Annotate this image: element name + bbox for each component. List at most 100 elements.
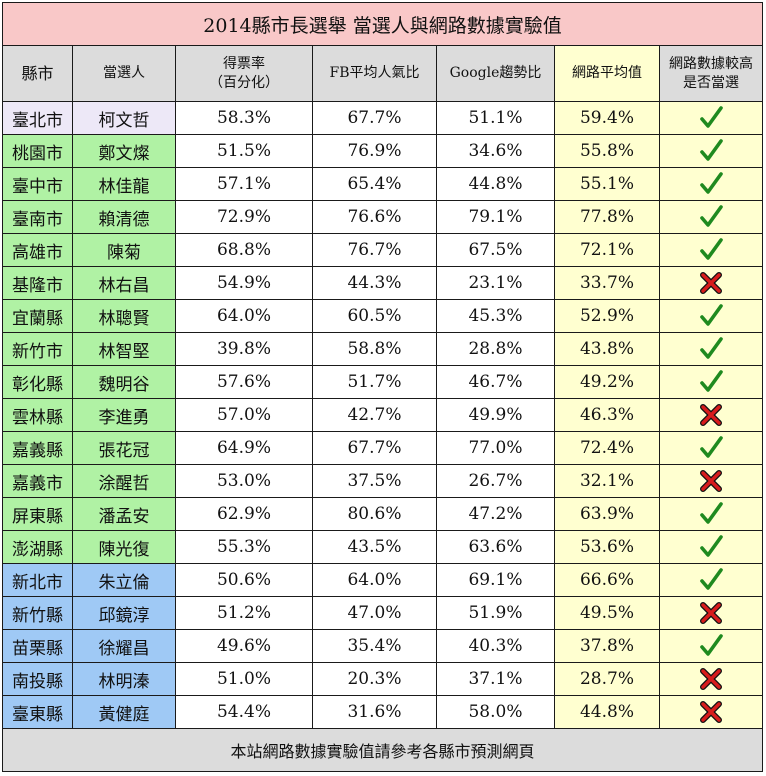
header-google: Google趨勢比 (436, 45, 555, 102)
elected-result-cell (659, 101, 763, 135)
google-ratio-cell: 23.1% (436, 266, 555, 300)
google-ratio-cell: 58.0% (436, 695, 555, 729)
check-mark-icon (660, 502, 762, 526)
elected-result-cell (659, 596, 763, 630)
candidate-cell: 涂醒哲 (72, 464, 176, 498)
candidate-cell: 林聰賢 (72, 299, 176, 333)
table-row: 彰化縣 魏明谷 57.6% 51.7% 46.7% 49.2% (2, 365, 763, 399)
county-cell: 臺南市 (2, 200, 73, 234)
county-cell: 澎湖縣 (2, 530, 73, 564)
elected-result-cell (659, 563, 763, 597)
google-ratio-cell: 51.1% (436, 101, 555, 135)
table-row: 屏東縣 潘孟安 62.9% 80.6% 47.2% 63.9% (2, 497, 763, 531)
fb-ratio-cell: 67.7% (312, 431, 437, 465)
county-cell: 新竹縣 (2, 596, 73, 630)
fb-ratio-cell: 47.0% (312, 596, 437, 630)
google-ratio-cell: 34.6% (436, 134, 555, 168)
fb-ratio-cell: 44.3% (312, 266, 437, 300)
vote-rate-cell: 51.0% (175, 662, 313, 696)
candidate-cell: 朱立倫 (72, 563, 176, 597)
table-row: 新竹縣 邱鏡淳 51.2% 47.0% 51.9% 49.5% (2, 596, 763, 630)
header-higher-line1: 網路數據較高 (669, 55, 753, 72)
elected-result-cell (659, 629, 763, 663)
elected-result-cell (659, 299, 763, 333)
google-ratio-cell: 51.9% (436, 596, 555, 630)
candidate-cell: 李進勇 (72, 398, 176, 432)
vote-rate-cell: 54.4% (175, 695, 313, 729)
google-ratio-cell: 69.1% (436, 563, 555, 597)
vote-rate-cell: 64.9% (175, 431, 313, 465)
county-cell: 屏東縣 (2, 497, 73, 531)
google-ratio-cell: 77.0% (436, 431, 555, 465)
county-cell: 新北市 (2, 563, 73, 597)
net-average-cell: 32.1% (554, 464, 660, 498)
check-mark-icon (660, 139, 762, 163)
elected-result-cell (659, 134, 763, 168)
fb-ratio-cell: 43.5% (312, 530, 437, 564)
google-ratio-cell: 28.8% (436, 332, 555, 366)
fb-ratio-cell: 31.6% (312, 695, 437, 729)
google-ratio-cell: 67.5% (436, 233, 555, 267)
county-cell: 嘉義市 (2, 464, 73, 498)
elected-result-cell (659, 200, 763, 234)
google-ratio-cell: 44.8% (436, 167, 555, 201)
elected-result-cell (659, 398, 763, 432)
table-row: 臺南市 賴清德 72.9% 76.6% 79.1% 77.8% (2, 200, 763, 234)
candidate-cell: 陳光復 (72, 530, 176, 564)
vote-rate-cell: 51.2% (175, 596, 313, 630)
county-cell: 臺東縣 (2, 695, 73, 729)
elected-result-cell (659, 431, 763, 465)
fb-ratio-cell: 76.9% (312, 134, 437, 168)
footer-note: 本站網路數據實驗值請參考各縣市預測網頁 (2, 728, 763, 772)
cross-mark-icon (660, 668, 762, 690)
county-cell: 臺中市 (2, 167, 73, 201)
table-row: 桃園市 鄭文燦 51.5% 76.9% 34.6% 55.8% (2, 134, 763, 168)
check-mark-icon (660, 568, 762, 592)
table-row: 嘉義縣 張花冠 64.9% 67.7% 77.0% 72.4% (2, 431, 763, 465)
vote-rate-cell: 57.1% (175, 167, 313, 201)
header-row: 縣市 當選人 得票率 （百分化） FB平均人氣比 Google趨勢比 網路平均值… (2, 45, 763, 102)
fb-ratio-cell: 65.4% (312, 167, 437, 201)
net-average-cell: 28.7% (554, 662, 660, 696)
cross-mark-icon (660, 470, 762, 492)
cross-mark-icon (660, 272, 762, 294)
county-cell: 雲林縣 (2, 398, 73, 432)
vote-rate-cell: 72.9% (175, 200, 313, 234)
county-cell: 南投縣 (2, 662, 73, 696)
candidate-cell: 林右昌 (72, 266, 176, 300)
county-cell: 基隆市 (2, 266, 73, 300)
vote-rate-cell: 49.6% (175, 629, 313, 663)
vote-rate-cell: 50.6% (175, 563, 313, 597)
candidate-cell: 張花冠 (72, 431, 176, 465)
cross-mark-icon (660, 404, 762, 426)
elected-result-cell (659, 167, 763, 201)
google-ratio-cell: 63.6% (436, 530, 555, 564)
candidate-cell: 徐耀昌 (72, 629, 176, 663)
table-row: 新竹市 林智堅 39.8% 58.8% 28.8% 43.8% (2, 332, 763, 366)
net-average-cell: 44.8% (554, 695, 660, 729)
vote-rate-cell: 39.8% (175, 332, 313, 366)
net-average-cell: 37.8% (554, 629, 660, 663)
county-cell: 臺北市 (2, 101, 73, 135)
elected-result-cell (659, 464, 763, 498)
google-ratio-cell: 45.3% (436, 299, 555, 333)
fb-ratio-cell: 67.7% (312, 101, 437, 135)
net-average-cell: 55.1% (554, 167, 660, 201)
fb-ratio-cell: 58.8% (312, 332, 437, 366)
table-row: 基隆市 林右昌 54.9% 44.3% 23.1% 33.7% (2, 266, 763, 300)
net-average-cell: 43.8% (554, 332, 660, 366)
table-row: 苗栗縣 徐耀昌 49.6% 35.4% 40.3% 37.8% (2, 629, 763, 663)
candidate-cell: 鄭文燦 (72, 134, 176, 168)
candidate-cell: 林佳龍 (72, 167, 176, 201)
vote-rate-cell: 51.5% (175, 134, 313, 168)
cross-mark-icon (660, 701, 762, 723)
check-mark-icon (660, 535, 762, 559)
county-cell: 彰化縣 (2, 365, 73, 399)
candidate-cell: 黃健庭 (72, 695, 176, 729)
fb-ratio-cell: 60.5% (312, 299, 437, 333)
vote-rate-cell: 58.3% (175, 101, 313, 135)
check-mark-icon (660, 172, 762, 196)
google-ratio-cell: 49.9% (436, 398, 555, 432)
check-mark-icon (660, 205, 762, 229)
